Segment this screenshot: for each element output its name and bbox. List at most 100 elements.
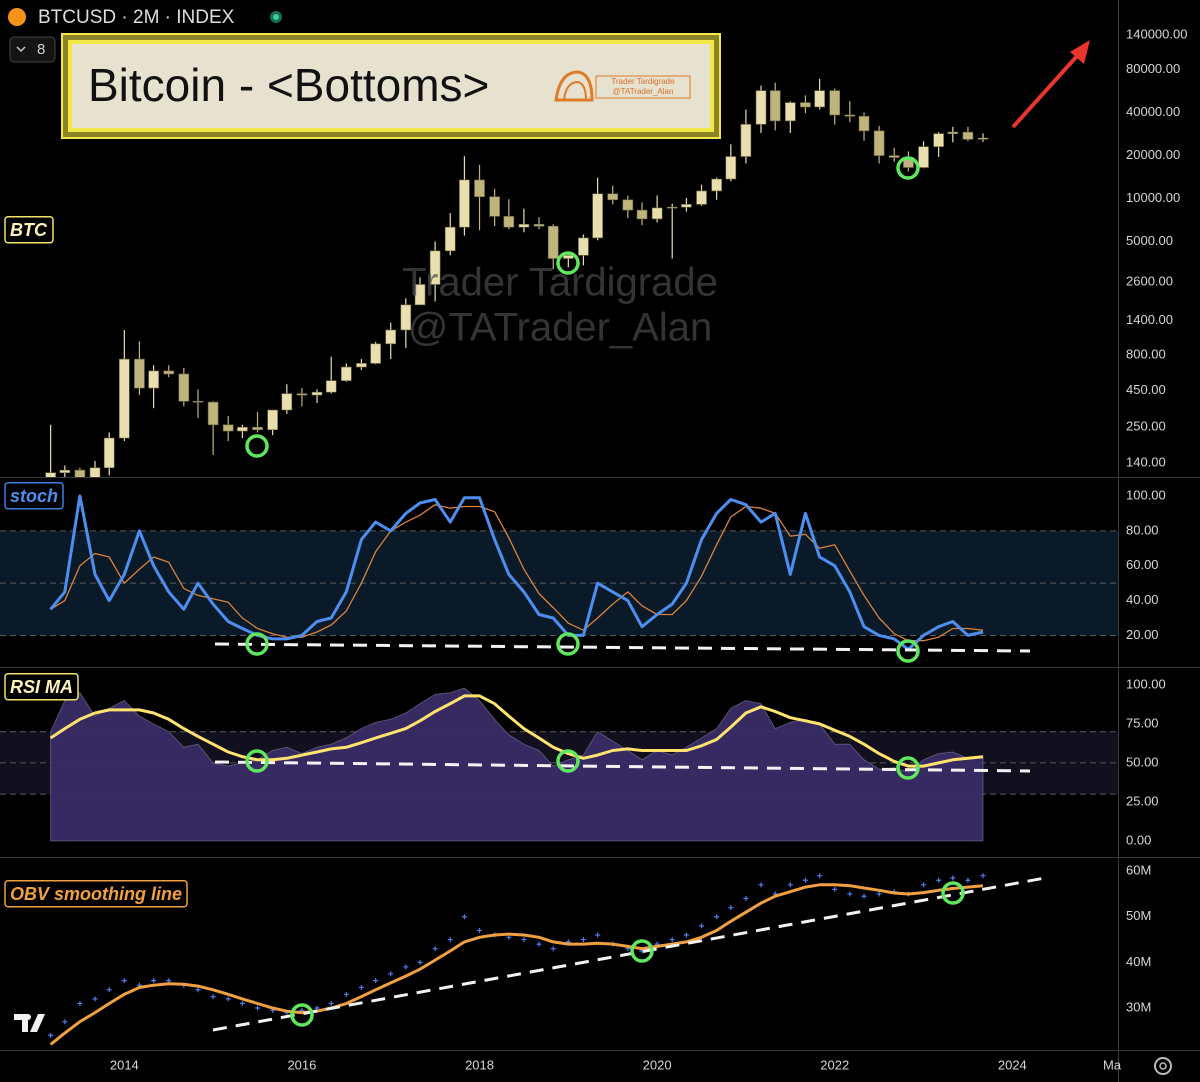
obv-point (417, 959, 423, 965)
y-tick-label: 60M (1126, 863, 1151, 878)
y-tick-label: 0.00 (1126, 832, 1151, 847)
bottom-marker (896, 639, 920, 663)
indicator-toggle[interactable] (9, 36, 56, 63)
candle-body (325, 380, 337, 393)
x-tick-label: 2024 (998, 1057, 1027, 1072)
candle-body (400, 304, 412, 331)
arrow (1011, 53, 1080, 129)
candle-body (814, 90, 825, 108)
obv-point (980, 873, 986, 879)
candle-body (134, 358, 145, 389)
trend-line (212, 876, 1046, 1032)
bottom-marker (290, 1003, 314, 1027)
y-tick-label: 250.00 (1126, 419, 1166, 434)
x-tick-label: Ma (1103, 1057, 1122, 1072)
obv-point (328, 1000, 334, 1006)
candle-body (547, 225, 559, 259)
candle-body (192, 400, 204, 403)
chevron (16, 46, 26, 53)
candle-body (222, 424, 234, 432)
bottom-marker (630, 939, 654, 963)
y-tick-label: 60.00 (1126, 557, 1159, 572)
bottom-marker (556, 251, 580, 275)
y-tick-label: 50M (1126, 908, 1151, 923)
obv-point (787, 882, 793, 888)
pane (0, 494, 1118, 651)
bottom-marker (896, 156, 920, 180)
obv-point (432, 946, 438, 952)
y-tick-label: 40.00 (1126, 592, 1159, 607)
candle-body (341, 366, 352, 381)
candle-body (281, 393, 293, 411)
candle-body (163, 370, 175, 375)
obv-point (92, 996, 98, 1002)
obv-point (580, 937, 586, 943)
settings-icon (1159, 1062, 1167, 1070)
y-tick-label: 25.00 (1126, 793, 1159, 808)
arrow-head (1070, 40, 1090, 64)
y-tick-label: 10000.00 (1126, 190, 1180, 205)
obv-point (965, 877, 971, 883)
y-tick-label: 800.00 (1126, 347, 1166, 362)
bottom-marker (245, 632, 269, 656)
pane-label-box (4, 482, 64, 510)
candle-body (385, 329, 397, 345)
line (49, 494, 984, 651)
candle-body (296, 393, 308, 396)
obv-point (461, 914, 467, 920)
pane-label-box (4, 216, 54, 244)
line (49, 883, 984, 1046)
trend-line (214, 642, 1031, 653)
obv-point (921, 882, 927, 888)
candle-body (740, 124, 752, 157)
obv-point (403, 964, 409, 970)
obv-point (106, 987, 112, 993)
bottom-marker (896, 756, 920, 780)
obv-point (595, 932, 601, 938)
bottom-marker (245, 434, 269, 458)
candle-body (933, 133, 944, 147)
obv-point (121, 978, 127, 984)
candle-body (592, 193, 603, 239)
y-tick-label: 2600.00 (1126, 273, 1173, 288)
status-dot (273, 14, 279, 20)
candle-body (45, 472, 56, 477)
ma-line (49, 694, 984, 768)
pane (48, 873, 986, 1046)
obv-point (388, 971, 394, 977)
x-tick-label: 2020 (643, 1057, 672, 1072)
y-tick-label: 80.00 (1126, 522, 1159, 537)
candle-body (533, 224, 545, 227)
obv-point (255, 1005, 261, 1011)
candle-body (962, 131, 974, 140)
candle-body (563, 255, 574, 259)
candle-body (237, 426, 248, 432)
candle-body (207, 401, 219, 426)
obv-point (876, 891, 882, 897)
candle-body (844, 114, 856, 117)
y-tick-label: 80000.00 (1126, 61, 1180, 76)
y-tick-label: 20000.00 (1126, 147, 1180, 162)
logo-icon (563, 80, 587, 101)
y-tick-label: 450.00 (1126, 382, 1166, 397)
symbol[interactable]: BTCUSD · 2M · INDEX (38, 7, 235, 28)
candle-body (178, 373, 190, 402)
candle-body (89, 467, 101, 477)
pane-labels: BTC stoch RSI MA OBV smoothing line (4, 216, 188, 908)
candle-body (622, 199, 634, 211)
obv-point (506, 934, 512, 940)
indicator-count: 8 (37, 41, 45, 58)
settings-icon[interactable] (1154, 1057, 1172, 1075)
obv-point (669, 937, 675, 943)
candle-body (59, 469, 71, 474)
candle-body (696, 190, 707, 205)
candle-body (429, 250, 441, 285)
pane-label-box (4, 673, 79, 701)
candle-body (888, 155, 900, 158)
obv-point (936, 877, 942, 883)
obv-point (832, 886, 838, 892)
obv-point (62, 1019, 68, 1025)
candle-body (444, 226, 456, 252)
